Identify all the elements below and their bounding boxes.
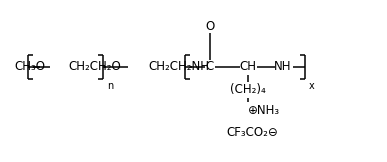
Text: ⊕NH₃: ⊕NH₃ bbox=[248, 104, 280, 116]
Text: CH₂CH₂O: CH₂CH₂O bbox=[68, 60, 121, 74]
Text: CH: CH bbox=[240, 60, 257, 74]
Text: CF₃CO₂⊖: CF₃CO₂⊖ bbox=[226, 126, 278, 139]
Text: CH₃O: CH₃O bbox=[14, 60, 45, 74]
Text: (CH₂)₄: (CH₂)₄ bbox=[230, 83, 266, 97]
Text: O: O bbox=[205, 21, 215, 34]
Text: NH: NH bbox=[274, 60, 292, 74]
Text: CH₂CH₂NH: CH₂CH₂NH bbox=[148, 60, 209, 74]
Text: C: C bbox=[206, 60, 214, 74]
Text: n: n bbox=[107, 81, 113, 91]
Text: x: x bbox=[309, 81, 315, 91]
